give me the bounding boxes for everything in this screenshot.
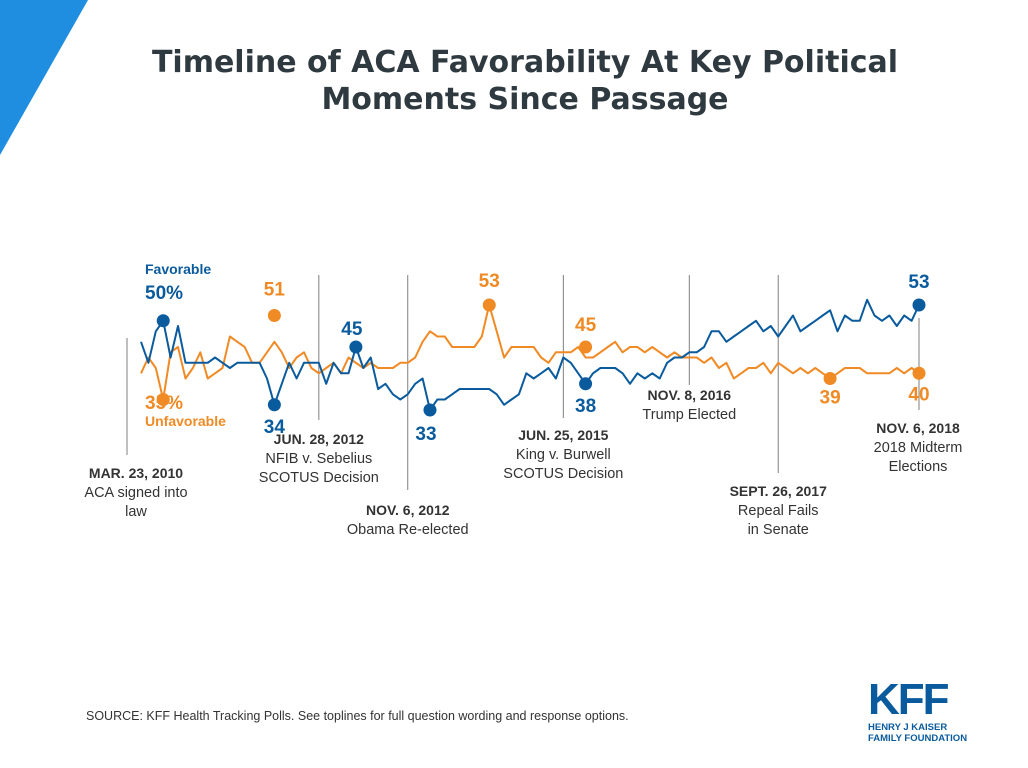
event-date-label: JUN. 25, 2015 bbox=[518, 427, 608, 443]
start-unfavorable-value: 35% bbox=[145, 393, 183, 414]
event-description-label: 2018 Midterm bbox=[874, 440, 963, 456]
kff-logo: KFF HENRY J KAISER FAMILY FOUNDATION bbox=[868, 675, 988, 745]
event-description-label: SCOTUS Decision bbox=[503, 466, 623, 482]
chart-title: Timeline of ACA Favorability At Key Poli… bbox=[100, 44, 950, 118]
highlight-point bbox=[267, 309, 281, 322]
data-value-label: 45 bbox=[341, 319, 363, 340]
event-date-label: JUN. 28, 2012 bbox=[274, 431, 364, 447]
data-value-label: 40 bbox=[908, 384, 929, 405]
highlight-point bbox=[156, 314, 170, 328]
event-description-label: in Senate bbox=[748, 522, 809, 538]
event-description-label: law bbox=[125, 504, 147, 520]
corner-accent-shape bbox=[0, 0, 88, 155]
event-description-label: Repeal Fails bbox=[738, 503, 819, 519]
data-value-label: 45 bbox=[575, 315, 597, 336]
data-value-label: 38 bbox=[575, 396, 596, 417]
event-date-label: NOV. 8, 2016 bbox=[648, 387, 732, 403]
highlight-point bbox=[579, 377, 593, 391]
chart-title-line-1: Timeline of ACA Favorability At Key Poli… bbox=[151, 45, 899, 80]
data-value-label: 53 bbox=[908, 272, 929, 293]
highlight-point bbox=[267, 398, 281, 412]
logo-subtitle-line-2: FAMILY FOUNDATION bbox=[868, 733, 968, 744]
data-value-label: 39 bbox=[820, 388, 841, 409]
highlight-point bbox=[423, 403, 437, 417]
event-description-label: SCOTUS Decision bbox=[259, 470, 379, 486]
data-value-label: 34 bbox=[264, 417, 286, 438]
event-description-label: ACA signed into bbox=[84, 485, 187, 501]
event-description-label: Trump Elected bbox=[642, 407, 736, 423]
line-chart: MAR. 23, 2010 ACA signed into law JUN. 28, … bbox=[84, 261, 963, 538]
event-description-label: King v. Burwell bbox=[516, 447, 611, 463]
highlight-point bbox=[482, 298, 496, 312]
highlight-point bbox=[579, 340, 593, 354]
logo-subtitle-line-1: HENRY J KAISER bbox=[868, 722, 948, 733]
data-value-label: 53 bbox=[479, 271, 500, 292]
event-date-label: MAR. 23, 2010 bbox=[89, 465, 183, 481]
start-favorable-value: 50% bbox=[145, 283, 183, 304]
event-description-label: Elections bbox=[889, 459, 948, 475]
highlight-point bbox=[156, 393, 170, 406]
source-note: SOURCE: KFF Health Tracking Polls. See t… bbox=[86, 709, 629, 723]
data-value-label: 51 bbox=[264, 280, 286, 301]
highlight-point bbox=[349, 340, 363, 354]
highlight-point bbox=[823, 372, 837, 385]
data-value-label: 33 bbox=[415, 424, 436, 445]
chart-title-line-2: Moments Since Passage bbox=[321, 82, 729, 117]
event-description-label: Obama Re-elected bbox=[347, 522, 469, 538]
highlight-point bbox=[912, 366, 926, 380]
event-date-label: NOV. 6, 2012 bbox=[366, 502, 450, 518]
highlight-point bbox=[912, 298, 926, 312]
event-date-label: NOV. 6, 2018 bbox=[876, 420, 960, 436]
event-date-label: SEPT. 26, 2017 bbox=[730, 483, 828, 499]
unfavorable-series-line bbox=[140, 304, 920, 401]
event-description-label: NFIB v. Sebelius bbox=[265, 451, 372, 467]
favorable-series-line bbox=[140, 298, 920, 411]
legend-unfavorable-label: Unfavorable bbox=[145, 413, 226, 429]
legend-favorable-label: Favorable bbox=[145, 261, 211, 277]
logo-wordmark: KFF bbox=[868, 675, 950, 724]
